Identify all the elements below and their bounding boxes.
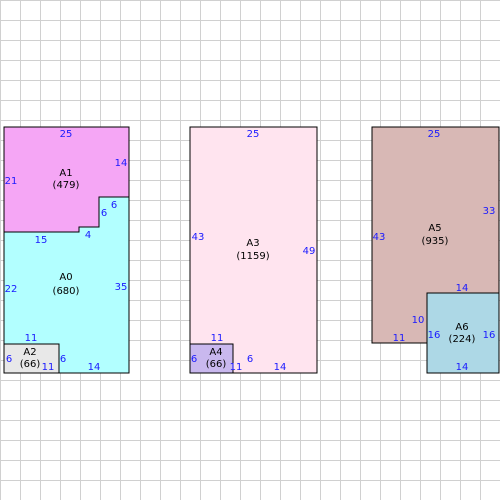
dim-a3-right: 49 — [303, 246, 316, 257]
area-a1-value: (479) — [53, 180, 80, 191]
dim-a4-right: 6 — [247, 354, 253, 365]
dim-a0-left: 22 — [5, 284, 18, 295]
area-a3-label: A3 — [246, 238, 259, 249]
area-a2-label: A2 — [23, 347, 36, 358]
area-a4[interactable] — [189, 343, 234, 374]
dim-a2-right: 6 — [60, 354, 66, 365]
dim-a0-bottom-right: 14 — [88, 362, 101, 373]
dim-a3-left: 43 — [192, 232, 205, 243]
area-a6-value: (224) — [449, 334, 476, 345]
dim-a2-bottom: 11 — [42, 362, 55, 373]
dim-a2-left: 6 — [6, 354, 12, 365]
dim-a4-left: 6 — [191, 354, 197, 365]
dim-a1-right: 14 — [115, 158, 128, 169]
dim-a3-top: 25 — [247, 129, 260, 140]
area-a4-value: (66) — [206, 359, 227, 370]
dim-a0-top: 15 — [35, 235, 48, 246]
area-a1-label: A1 — [59, 168, 72, 179]
area-a5-label: A5 — [428, 223, 441, 234]
area-a3[interactable] — [189, 126, 318, 374]
dim-a6-right: 16 — [483, 330, 496, 341]
area-a2[interactable] — [3, 343, 60, 374]
area-a3-value: (1159) — [236, 251, 269, 262]
dim-a5-inner: 10 — [412, 315, 425, 326]
dim-a1-step-top: 6 — [111, 200, 117, 211]
dim-a6-bottom: 14 — [456, 362, 469, 373]
area-a6-label: A6 — [455, 322, 468, 333]
area-a0-value: (680) — [53, 286, 80, 297]
dim-a5-bottom: 11 — [393, 333, 406, 344]
dim-a5-right: 33 — [483, 206, 496, 217]
dim-a0-bottom: 11 — [25, 333, 38, 344]
area-a0-label: A0 — [59, 272, 72, 283]
area-a2-value: (66) — [20, 359, 41, 370]
area-a4-label: A4 — [209, 347, 222, 358]
dim-a5-top: 25 — [428, 129, 441, 140]
dim-a1-left: 21 — [5, 176, 18, 187]
dim-a5-left: 43 — [373, 232, 386, 243]
area-a6[interactable] — [426, 292, 500, 374]
dim-a6-top: 14 — [456, 283, 469, 294]
dim-a1-step-side: 6 — [101, 208, 107, 219]
dim-a3-bottom: 14 — [274, 362, 287, 373]
dim-a4-top: 11 — [211, 333, 224, 344]
dim-a4-bottom: 11 — [230, 362, 243, 373]
area-a5-value: (935) — [422, 236, 449, 247]
dim-a1-top: 25 — [60, 129, 73, 140]
dim-a1-notch: 4 — [85, 230, 91, 241]
dim-a0-right: 35 — [115, 282, 128, 293]
dim-a6-left: 16 — [428, 330, 441, 341]
